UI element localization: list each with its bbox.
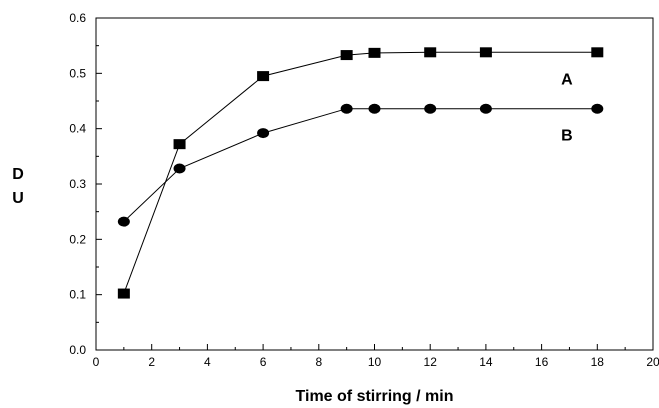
series-line-A [123, 51, 598, 294]
data-point-circle [173, 163, 186, 174]
data-point-square [173, 139, 186, 150]
data-point-square [424, 47, 437, 58]
data-point-circle [117, 216, 130, 227]
x-axis: 0 2 4 6 8 10 12 14 16 18 20 [93, 344, 659, 369]
x-tick-label: 0 [93, 355, 100, 369]
x-tick-label: 2 [148, 355, 155, 369]
y-axis: 0.0 0.1 0.2 0.3 0.4 0.5 0.6 [69, 11, 102, 357]
data-point-circle [368, 103, 381, 114]
y-tick-label: 0.1 [69, 288, 86, 302]
y-tick-label: 0.4 [69, 122, 86, 136]
data-point-square [117, 288, 130, 299]
data-point-circle [479, 103, 492, 114]
y-axis-title-line-2: U [12, 190, 24, 207]
y-tick-label: 0.5 [69, 66, 86, 80]
data-point-circle [257, 128, 270, 139]
plot-frame [95, 17, 654, 351]
series-line-B [123, 108, 598, 222]
x-tick-label: 14 [479, 355, 493, 369]
data-point-square [257, 71, 270, 82]
x-tick-label: 8 [315, 355, 322, 369]
x-axis-title: Time of stirring / min [296, 388, 454, 405]
data-point-square [479, 47, 492, 58]
x-tick-label: 20 [646, 355, 659, 369]
y-tick-label: 0.3 [69, 177, 86, 191]
series-layer: AB [117, 47, 604, 299]
series-B: B [117, 103, 604, 227]
series-label-A: A [561, 71, 573, 88]
series-label-B: B [561, 128, 573, 145]
y-axis-title-line-1: D [12, 166, 24, 183]
x-tick-label: 6 [260, 355, 267, 369]
data-point-circle [591, 103, 604, 114]
x-tick-label: 18 [591, 355, 605, 369]
data-point-circle [340, 103, 353, 114]
y-tick-label: 0.2 [69, 232, 86, 246]
plot-area [95, 17, 654, 351]
data-point-square [340, 50, 353, 61]
x-tick-label: 4 [204, 355, 211, 369]
data-point-square [591, 47, 604, 58]
y-tick-label: 0.0 [69, 343, 86, 357]
x-tick-label: 12 [424, 355, 438, 369]
y-tick-label: 0.6 [69, 11, 86, 25]
series-A: A [117, 47, 604, 299]
data-point-circle [424, 103, 437, 114]
x-tick-label: 16 [535, 355, 549, 369]
x-tick-label: 10 [368, 355, 382, 369]
data-point-square [368, 47, 381, 58]
